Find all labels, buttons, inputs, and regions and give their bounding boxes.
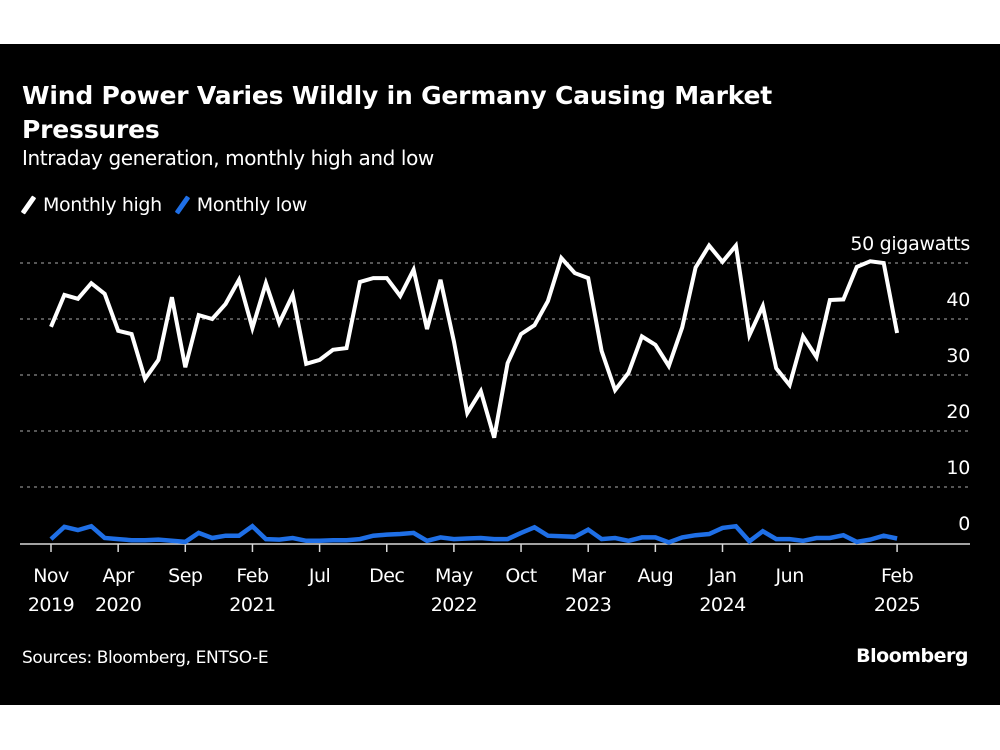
legend-item-monthly-low: Monthly low [174, 194, 308, 216]
x-tick-label-month: Jan [708, 565, 737, 587]
x-tick-label-month: Jul [308, 565, 330, 587]
legend-label: Monthly low [196, 194, 308, 216]
x-tick-label-month: Mar [571, 565, 606, 587]
chart-subtitle: Intraday generation, monthly high and lo… [22, 146, 434, 170]
x-tick-label-month: Feb [881, 565, 914, 587]
bloomberg-logo: Bloomberg [856, 645, 968, 667]
series-lines [49, 240, 900, 545]
series-line-monthly-high [49, 240, 900, 439]
legend: Monthly high Monthly low [20, 194, 321, 216]
x-tick-label-month: Apr [102, 565, 134, 587]
x-tick-label-month: Oct [505, 565, 536, 587]
x-tick-label-year: 2019 [28, 594, 74, 616]
x-tick-label-month: May [435, 565, 473, 587]
gridlines [20, 262, 970, 488]
x-tick-label-month: Nov [33, 565, 69, 587]
x-axis: Nov 2019 Apr 2020 Sep Feb 2021 Jul Dec May 2022 Oct… [20, 543, 970, 616]
x-tick-label-year: 2024 [699, 594, 746, 616]
y-tick-label: 20 [946, 401, 970, 423]
x-tick-label-month: Aug [638, 565, 674, 587]
y-tick-label: 30 [946, 345, 970, 367]
y-tick-label: 40 [946, 289, 970, 311]
y-tick-label: 50 gigawatts [850, 233, 970, 255]
x-tick-label-year: 2021 [229, 594, 275, 616]
y-tick-label: 10 [946, 457, 970, 479]
legend-item-monthly-high: Monthly high [20, 194, 162, 216]
x-tick-label-year: 2025 [874, 594, 920, 616]
y-axis: 0 10 20 30 40 50 gigawatts [850, 233, 970, 535]
chart-title: Wind Power Varies Wildly in Germany Caus… [22, 81, 772, 144]
legend-label: Monthly high [43, 194, 162, 216]
x-tick-label-year: 2020 [95, 594, 141, 616]
x-tick-label-year: 2022 [431, 594, 477, 616]
source-note: Sources: Bloomberg, ENTSO-E [22, 648, 269, 668]
x-tick-label-year: 2023 [565, 594, 611, 616]
x-tick-label-month: Jun [775, 565, 804, 587]
x-tick-label-month: Feb [236, 565, 269, 587]
series-line-monthly-low [49, 523, 898, 545]
x-tick-label-month: Sep [168, 565, 203, 587]
y-tick-label: 0 [958, 513, 970, 535]
x-tick-label-month: Dec [369, 565, 404, 587]
